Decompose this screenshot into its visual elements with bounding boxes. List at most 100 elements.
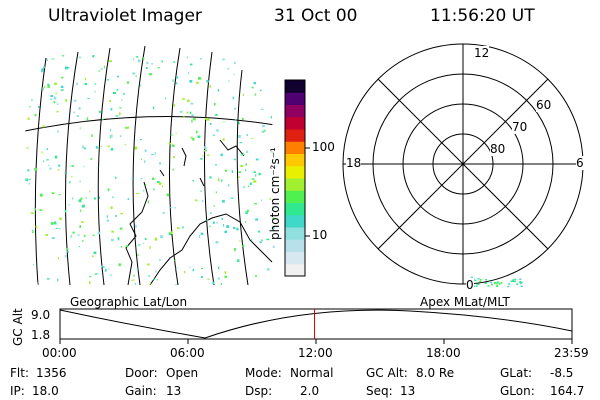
aurora-speckle [212, 281, 215, 285]
colorbar-cell [285, 165, 305, 179]
aurora-speckle [136, 268, 138, 271]
aurora-speckle [242, 93, 244, 97]
aurora-speckle [188, 72, 189, 75]
polar-speckle [519, 281, 522, 283]
aurora-speckle [195, 199, 198, 202]
aurora-speckle [47, 278, 50, 280]
aurora-speckle [112, 196, 114, 199]
timeline-xtick-1200: 12:00 [298, 346, 333, 360]
polar-speckle [516, 283, 519, 285]
aurora-speckle [212, 134, 215, 137]
aurora-speckle [251, 178, 255, 180]
aurora-speckle [49, 167, 52, 170]
aurora-speckle [43, 66, 45, 69]
timeline-xtick-0000: 00:00 [42, 346, 77, 360]
aurora-speckle [245, 221, 247, 223]
aurora-speckle [222, 58, 225, 61]
aurora-speckle [245, 211, 248, 215]
aurora-speckle [133, 274, 135, 277]
aurora-speckle [157, 67, 160, 69]
aurora-speckle [173, 61, 176, 63]
colorbar-cell [285, 251, 305, 265]
colorbar-cell [285, 239, 305, 252]
aurora-speckle [254, 203, 258, 205]
aurora-speckle [41, 70, 43, 73]
aurora-speckle [251, 86, 254, 89]
aurora-speckle [89, 281, 91, 284]
colorbar-cell [285, 202, 305, 216]
aurora-speckle [173, 156, 175, 159]
aurora-speckle [41, 151, 43, 154]
aurora-speckle [168, 142, 172, 145]
aurora-speckle [65, 99, 67, 102]
aurora-speckle [25, 178, 29, 182]
aurora-speckle [78, 246, 80, 248]
aurora-speckle [77, 234, 80, 236]
aurora-speckle [27, 169, 30, 172]
aurora-speckle [58, 164, 61, 167]
aurora-speckle [201, 155, 204, 157]
colorbar-cell [285, 190, 305, 203]
polar-speckle [519, 278, 522, 280]
aurora-speckle [110, 108, 113, 111]
aurora-speckle [200, 158, 203, 160]
aurora-speckle [209, 212, 212, 214]
aurora-speckle [177, 227, 180, 230]
aurora-speckle [98, 110, 101, 113]
aurora-speckle [174, 259, 176, 262]
gcalt-label: GC Alt: [366, 366, 408, 380]
polar-speckle [496, 284, 499, 287]
aurora-speckle [190, 63, 193, 66]
aurora-speckle [215, 164, 217, 166]
aurora-speckle [192, 137, 195, 141]
aurora-speckle [172, 79, 174, 82]
aurora-speckle [137, 254, 139, 257]
date-label: 31 Oct 00 [274, 6, 358, 26]
aurora-speckle [154, 237, 158, 241]
aurora-speckle [224, 230, 227, 233]
aurora-speckle [30, 99, 33, 101]
aurora-speckle [55, 227, 58, 229]
aurora-speckle [98, 70, 100, 72]
colorbar-cell [285, 263, 305, 277]
aurora-speckle [97, 231, 101, 235]
aurora-speckle [218, 266, 220, 270]
aurora-speckle [110, 206, 113, 209]
aurora-speckle [222, 199, 225, 203]
polar-speckle [487, 285, 490, 287]
aurora-speckle [132, 58, 134, 61]
aurora-speckle [262, 124, 265, 128]
aurora-speckle [56, 110, 59, 113]
polar-speckle [479, 280, 482, 283]
aurora-speckle [82, 240, 84, 242]
aurora-speckle [79, 225, 81, 228]
aurora-speckle [239, 240, 241, 242]
aurora-speckle [266, 238, 270, 241]
polar-speckle [507, 285, 510, 288]
polar-speckle [485, 279, 488, 281]
aurora-speckle [134, 146, 138, 150]
aurora-speckle [96, 273, 99, 275]
door-label: Door: [125, 366, 158, 380]
aurora-speckle [170, 231, 173, 234]
aurora-speckle [140, 84, 142, 87]
polar-speckle [474, 279, 477, 282]
aurora-speckle [101, 265, 103, 268]
aurora-speckle [174, 206, 176, 209]
aurora-speckle [201, 268, 204, 270]
gain-label: Gain: [125, 384, 157, 398]
aurora-speckle [270, 115, 272, 119]
flt-label: Flt: [10, 366, 29, 380]
aurora-speckle [84, 234, 86, 237]
aurora-speckle [204, 117, 208, 120]
aurora-speckle [125, 245, 129, 248]
mode-label: Mode: [245, 366, 282, 380]
aurora-speckle [232, 96, 234, 100]
polar-speckle [484, 282, 487, 284]
aurora-speckle [115, 215, 117, 217]
timeline-ytick-top: 9.0 [31, 308, 51, 322]
aurora-speckle [175, 284, 178, 286]
aurora-speckle [94, 83, 96, 85]
aurora-speckle [64, 66, 68, 70]
aurora-speckle [186, 111, 189, 114]
